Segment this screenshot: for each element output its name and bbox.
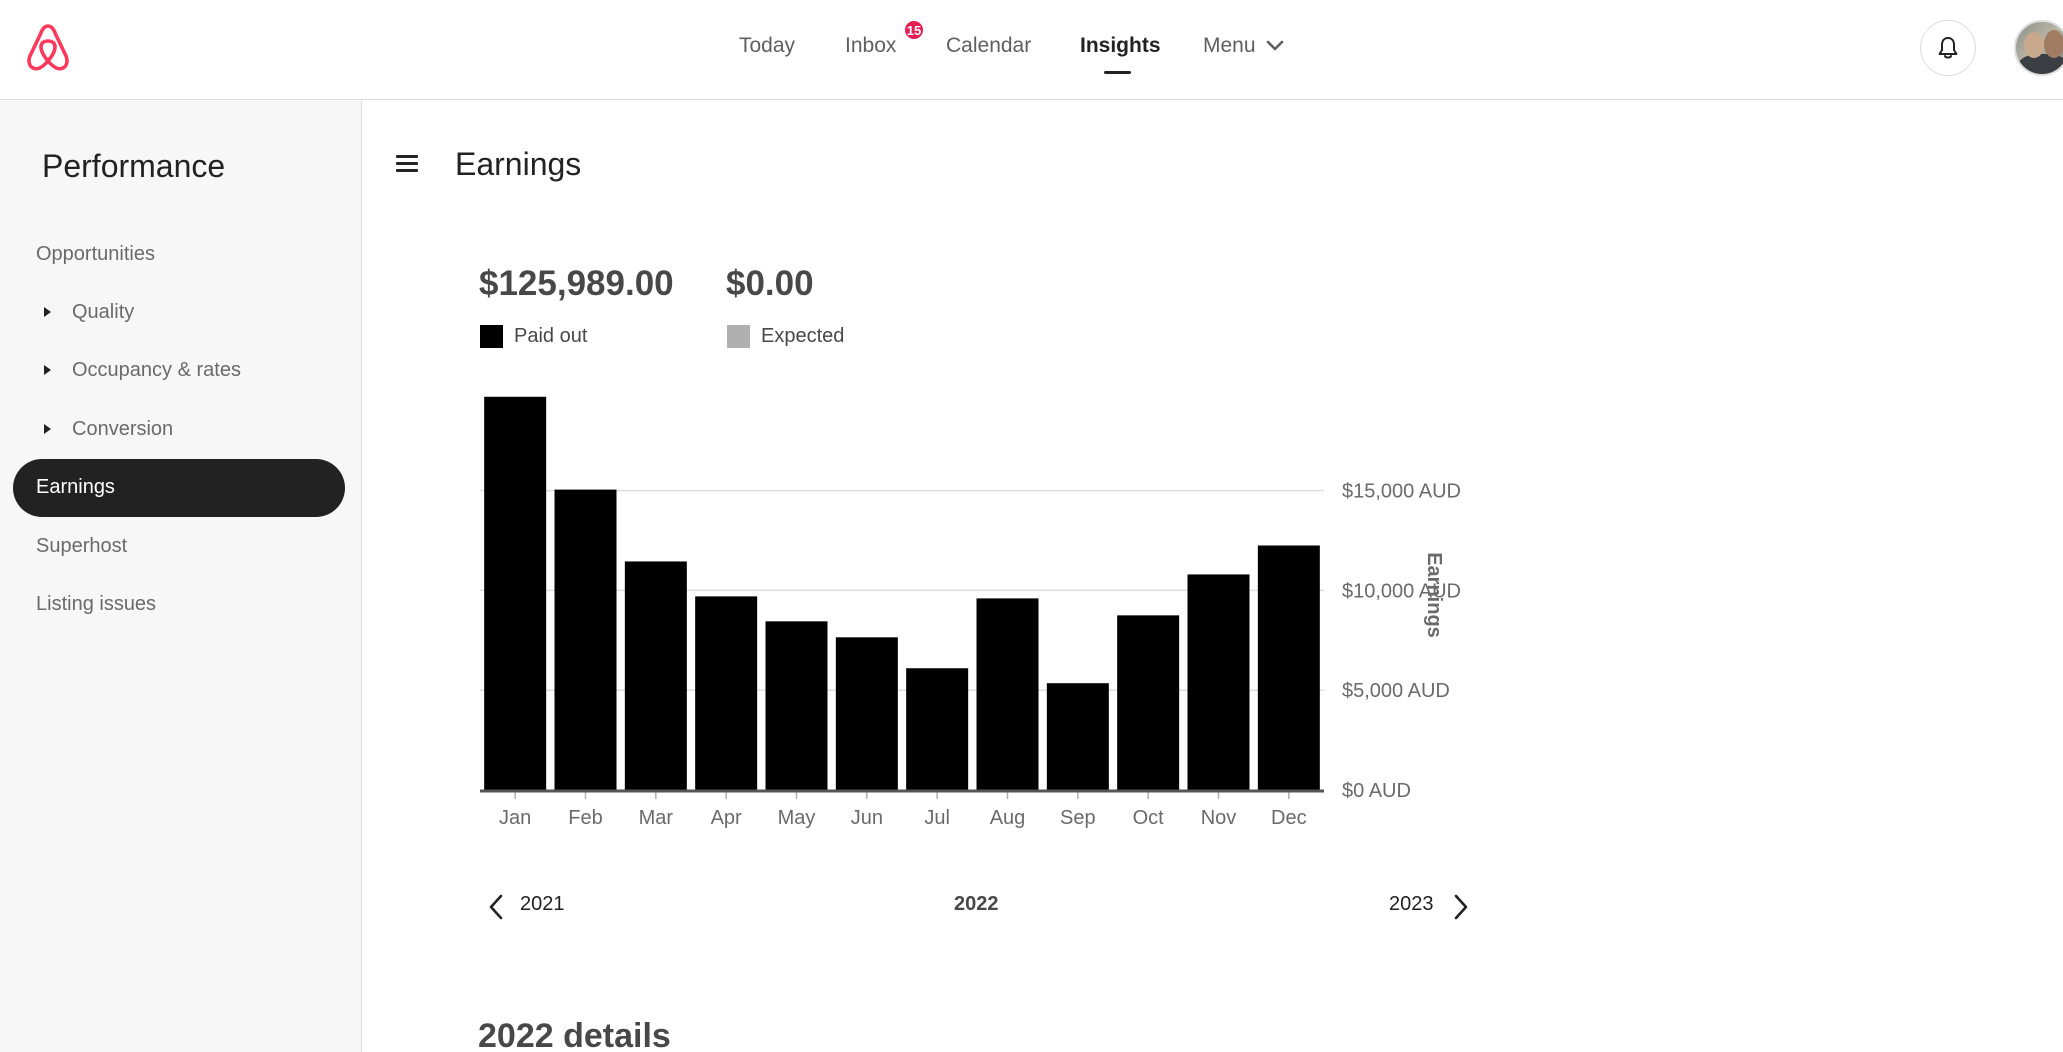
x-tick-label: Aug — [990, 807, 1026, 829]
notifications-button[interactable] — [1920, 20, 1976, 76]
bar-may — [765, 621, 828, 790]
nav-insights[interactable]: Insights — [1080, 34, 1161, 57]
page-title: Earnings — [455, 146, 582, 182]
bar-feb — [554, 489, 617, 790]
bar-jul — [906, 668, 969, 790]
x-tick-label: Jan — [499, 807, 531, 829]
paid-out-legend-swatch — [480, 325, 503, 348]
bar-aug — [976, 598, 1039, 790]
bar-nov — [1187, 574, 1250, 790]
sidebar-item-occupancy-rates[interactable]: Occupancy & rates — [72, 359, 241, 381]
chevron-left-icon[interactable] — [488, 894, 504, 920]
sidebar-item-conversion[interactable]: Conversion — [72, 418, 174, 440]
sidebar-item-quality[interactable]: Quality — [72, 301, 135, 323]
chevron-down-icon[interactable] — [1266, 40, 1284, 52]
x-tick-label: Apr — [711, 807, 742, 829]
x-tick-label: Jul — [924, 807, 950, 829]
inbox-unread-badge: 15 — [903, 19, 925, 41]
nav-today[interactable]: Today — [739, 34, 796, 57]
bar-oct — [1117, 615, 1180, 790]
sidebar: Performance Opportunities Quality Occupa… — [0, 100, 362, 1052]
y-tick-label: $5,000 AUD — [1342, 680, 1450, 702]
next-year-link[interactable]: 2023 — [1389, 893, 1434, 915]
airbnb-logo-icon[interactable] — [24, 22, 72, 74]
bar-sep — [1046, 683, 1109, 790]
earnings-bar-chart: $0 AUD $5,000 AUD $10,000 AUD $15,000 AUD Ea… — [480, 396, 1461, 829]
nav-inbox[interactable]: Inbox — [845, 34, 897, 57]
x-tick-label: Sep — [1060, 807, 1096, 829]
expected-legend-label: Expected — [761, 325, 845, 347]
bar-jun — [835, 637, 898, 790]
top-navigation-bar: Today Inbox 15 Calendar Insights Menu — [0, 0, 2063, 100]
bar-apr — [695, 596, 758, 790]
caret-right-icon[interactable] — [44, 424, 51, 434]
expected-total: $0.00 — [726, 264, 814, 303]
x-tick-label: Feb — [568, 807, 602, 829]
bar-jan — [484, 396, 547, 790]
x-tick-label: May — [778, 807, 816, 829]
sidebar-item-label: Earnings — [36, 476, 115, 498]
nav-calendar[interactable]: Calendar — [946, 34, 1032, 57]
avatar[interactable] — [2014, 20, 2063, 76]
caret-right-icon[interactable] — [44, 307, 51, 317]
bell-icon — [1938, 37, 1958, 59]
expected-legend-swatch — [727, 325, 750, 348]
sidebar-item-superhost[interactable]: Superhost — [36, 535, 128, 557]
y-tick-label: $0 AUD — [1342, 780, 1411, 802]
paid-out-legend-label: Paid out — [514, 325, 588, 347]
x-tick-label: Mar — [639, 807, 674, 829]
hamburger-menu-icon[interactable] — [396, 155, 420, 175]
y-axis-label: Earnings — [1423, 552, 1445, 638]
sidebar-item-opportunities[interactable]: Opportunities — [36, 243, 155, 265]
bar-dec — [1257, 545, 1320, 790]
nav-menu[interactable]: Menu — [1203, 34, 1256, 57]
current-year-label: 2022 — [954, 893, 999, 915]
paid-out-total: $125,989.00 — [479, 264, 674, 303]
bar-mar — [624, 561, 687, 790]
chevron-right-icon[interactable] — [1453, 894, 1469, 920]
year-details-heading: 2022 details — [478, 1017, 671, 1052]
previous-year-link[interactable]: 2021 — [520, 893, 565, 915]
nav-active-indicator — [1104, 71, 1131, 74]
y-tick-label: $10,000 AUD — [1342, 580, 1461, 602]
sidebar-item-listing-issues[interactable]: Listing issues — [36, 593, 157, 615]
x-tick-label: Oct — [1133, 807, 1165, 829]
x-tick-label: Nov — [1201, 807, 1237, 829]
x-tick-label: Jun — [851, 807, 883, 829]
sidebar-item-earnings[interactable]: Earnings — [13, 459, 345, 517]
sidebar-title: Performance — [42, 148, 226, 184]
caret-right-icon[interactable] — [44, 365, 51, 375]
x-tick-label: Dec — [1271, 807, 1307, 829]
y-tick-label: $15,000 AUD — [1342, 481, 1461, 503]
